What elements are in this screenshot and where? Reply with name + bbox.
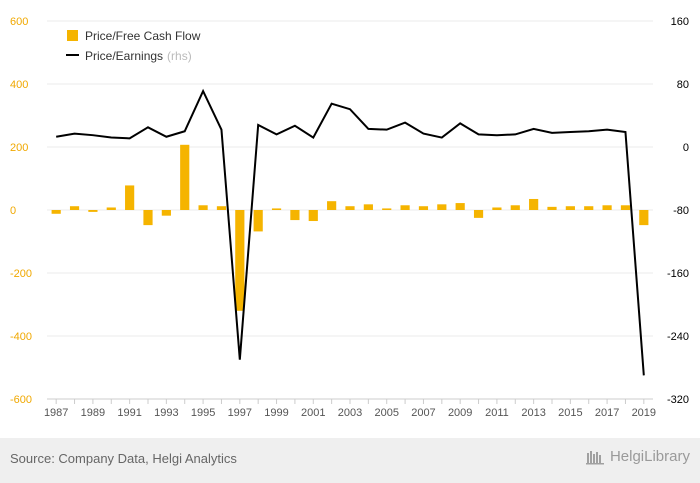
brand-name: HelgiLibrary — [609, 448, 690, 465]
legend-label-line-name: Price/Earnings — [85, 49, 163, 63]
bar-price-fcf — [253, 210, 263, 232]
chart-svg: -600 -400 -200 0 200 400 600 -320 -240 -160 -80 0 80… — [10, 16, 689, 419]
bar-price-fcf — [88, 210, 98, 212]
brand-logo: HelgiLibrary — [585, 448, 690, 465]
legend-label-bar: Price/Free Cash Flow — [85, 29, 201, 43]
bar-price-fcf — [125, 185, 135, 210]
bar-price-fcf — [565, 206, 575, 210]
x-tick-label: 1987 — [44, 407, 68, 419]
x-tick-label: 2011 — [485, 407, 509, 419]
bar-price-fcf — [400, 205, 410, 210]
bar-price-fcf — [437, 204, 447, 210]
y-right-tick-label: 0 — [683, 142, 689, 154]
bar-price-fcf — [382, 208, 392, 210]
bar-price-fcf — [235, 210, 245, 311]
bar-price-fcf — [51, 210, 61, 214]
y-right-tick-label: 80 — [677, 79, 689, 91]
bar-price-fcf — [216, 206, 227, 210]
bar-price-fcf — [547, 206, 557, 210]
legend-label-line-suffix: (rhs) — [167, 49, 192, 63]
x-tick-label: 2003 — [338, 407, 362, 419]
x-tick-label: 2017 — [595, 407, 619, 419]
bar-price-fcf — [290, 210, 300, 221]
bar-price-fcf — [327, 201, 337, 210]
x-tick-label: 2009 — [448, 407, 472, 419]
legend-label-line: Price/Earnings (rhs) — [85, 49, 192, 63]
y-left-tick-label: 0 — [10, 205, 16, 217]
x-tick-label: 2013 — [521, 407, 545, 419]
bar-price-fcf — [455, 203, 465, 210]
y-right-tick-label: -240 — [667, 331, 689, 343]
bar-price-fcf — [492, 207, 502, 210]
y-left-tick-label: 200 — [10, 142, 28, 154]
y-right-tick-label: -320 — [667, 394, 689, 406]
bar-price-fcf — [620, 205, 631, 210]
bar-price-fcf — [418, 206, 429, 210]
bar-price-fcf — [308, 210, 318, 222]
x-tick-label: 1999 — [264, 407, 288, 419]
bar-price-fcf — [69, 206, 80, 210]
x-tick-label: 2019 — [632, 407, 656, 419]
bar-price-fcf — [345, 206, 355, 210]
bar-price-fcf — [180, 144, 190, 210]
source-text: Source: Company Data, Helgi Analytics — [10, 451, 237, 466]
bar-price-fcf — [473, 210, 484, 218]
y-right-tick-label: -160 — [667, 268, 689, 280]
x-tick-label: 2015 — [558, 407, 582, 419]
line-price-earnings — [56, 88, 645, 376]
bar-price-fcf — [529, 198, 539, 210]
y-left-tick-label: 400 — [10, 79, 28, 91]
bar-price-fcf — [161, 210, 171, 216]
bar-price-fcf — [143, 210, 153, 226]
bar-price-fcf — [363, 204, 373, 210]
y-left-tick-label: -600 — [10, 394, 32, 406]
bar-price-fcf — [106, 207, 116, 210]
x-tick-label: 2005 — [374, 407, 398, 419]
x-tick-label: 1995 — [191, 407, 215, 419]
x-tick-label: 1997 — [228, 407, 252, 419]
y-left-tick-label: -400 — [10, 331, 32, 343]
x-tick-label: 2007 — [411, 407, 435, 419]
x-tick-label: 1989 — [81, 407, 105, 419]
bar-price-fcf — [271, 208, 282, 210]
y-right-tick-label: 160 — [671, 16, 689, 28]
x-tick-label: 2001 — [301, 407, 325, 419]
library-icon — [585, 450, 604, 464]
bar-price-fcf — [639, 210, 649, 226]
bar-price-fcf — [602, 205, 612, 210]
x-tick-label: 1991 — [117, 407, 141, 419]
footer: Source: Company Data, Helgi Analytics He… — [0, 438, 700, 483]
x-tick-label: 1993 — [154, 407, 178, 419]
y-left-tick-label: 600 — [10, 16, 28, 28]
bar-price-fcf — [198, 205, 208, 210]
legend-swatch-bar — [67, 30, 78, 41]
y-left-tick-label: -200 — [10, 268, 32, 280]
bar-price-fcf — [510, 205, 520, 210]
y-right-tick-label: -80 — [673, 205, 689, 217]
bar-price-fcf — [584, 206, 594, 210]
